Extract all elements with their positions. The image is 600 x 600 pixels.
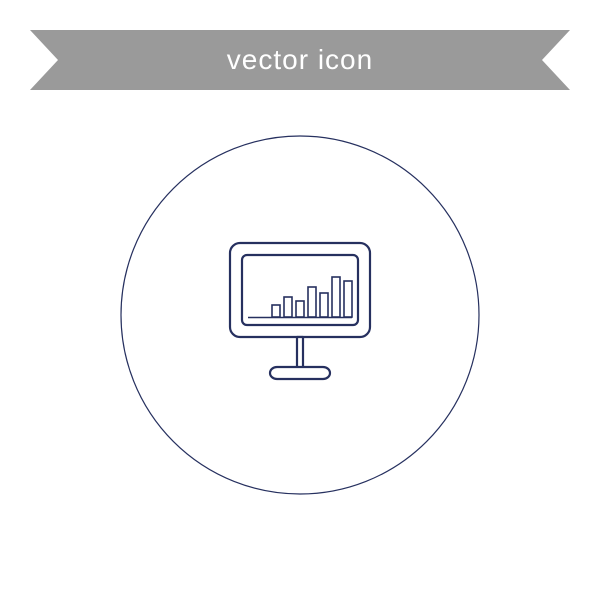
icon-frame xyxy=(120,135,480,495)
title-banner: vector icon xyxy=(30,30,570,90)
banner-label: vector icon xyxy=(227,44,373,76)
